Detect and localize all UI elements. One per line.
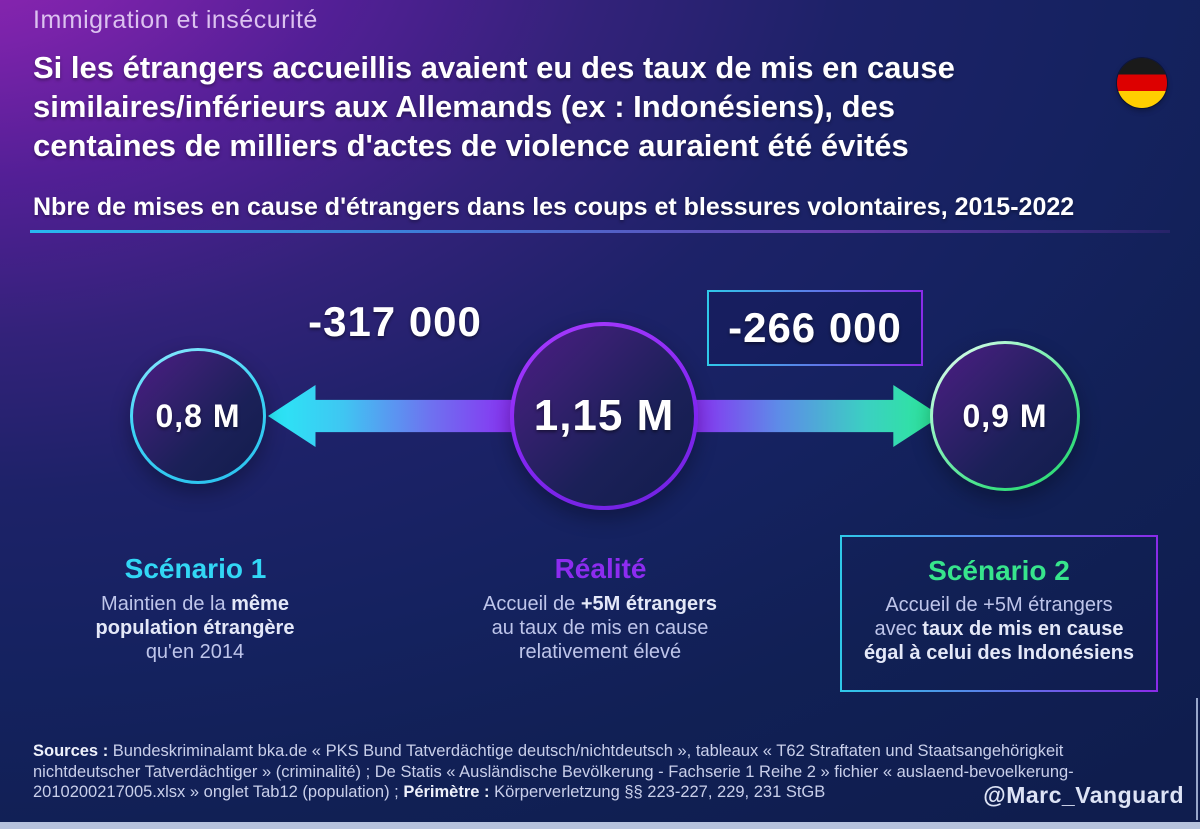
scenario1-title: Scénario 1 — [124, 553, 267, 584]
reality-desc-bold: +5M étrangers — [580, 593, 717, 615]
main-title-line-3: centaines de milliers d'actes de violenc… — [33, 128, 909, 163]
sources-line-3-text: 2010200217005.xlsx » onglet Tab12 (popul… — [33, 783, 404, 801]
scenario1-desc-bold-2: population étrangère — [95, 617, 295, 639]
kicker-label: Immigration et insécurité — [33, 6, 318, 34]
chart-subtitle: Nbre de mises en cause d'étrangers dans … — [33, 193, 1075, 221]
scenario2-desc-bold-2: égal à celui des Indonésiens — [863, 642, 1135, 664]
scenario2-desc-bold: taux de mis en cause — [922, 618, 1124, 640]
scenario1-circle-fill: 0,8 M — [133, 351, 263, 481]
scenario1-desc-text-2: qu'en 2014 — [145, 641, 245, 663]
right-arrow-icon — [690, 385, 941, 447]
scenario2-box: Scénario 2 Accueil de +5M étrangers avec… — [840, 535, 1158, 692]
sources-text: Sources : Bundeskriminalamt bka.de « PKS… — [33, 741, 1074, 803]
reality-circle-fill: 1,15 M — [514, 326, 694, 506]
left-arrow-icon — [268, 385, 518, 447]
reality-desc-text-3: relativement élevé — [518, 641, 682, 663]
subtitle-underline — [30, 230, 1170, 233]
right-edge-line — [1196, 698, 1198, 820]
author-handle: @Marc_Vanguard — [983, 782, 1184, 808]
sources-line-3: 2010200217005.xlsx » onglet Tab12 (popul… — [33, 782, 1074, 803]
left-delta-label: -317 000 — [308, 298, 482, 345]
scenario2-desc-text: Accueil de +5M étrangers — [885, 594, 1113, 616]
reality-desc: Accueil de +5M étrangers au taux de mis … — [440, 592, 760, 664]
main-title-line-1: Si les étrangers accueillis avaient eu d… — [33, 50, 955, 85]
reality-value: 1,15 M — [533, 391, 675, 440]
main-title: Si les étrangers accueillis avaient eu d… — [33, 48, 955, 165]
reality-title: Réalité — [554, 553, 647, 584]
sources-line-3-text-2: Körperverletzung §§ 223-227, 229, 231 St… — [489, 783, 826, 801]
sources-label: Sources : — [33, 742, 109, 760]
reality-circle: 1,15 M — [510, 322, 698, 510]
scenario1-desc-text: Maintien de la — [101, 593, 232, 615]
scenario1-value: 0,8 M — [155, 397, 241, 434]
bottom-strip — [0, 822, 1200, 829]
main-title-line-2: similaires/inférieurs aux Allemands (ex … — [33, 89, 895, 124]
sources-line-1-text: Bundeskriminalamt bka.de « PKS Bund Tatv… — [108, 742, 1064, 760]
scenario2-desc: Accueil de +5M étrangers avec taux de mi… — [842, 593, 1156, 665]
scenario2-desc-text-2: avec — [874, 618, 923, 640]
right-delta-box: -266 000 — [707, 290, 923, 366]
scenario1-desc-bold: même — [231, 593, 289, 615]
scenario2-circle-fill: 0,9 M — [933, 344, 1077, 488]
scenario2-value: 0,9 M — [962, 397, 1048, 434]
reality-desc-text-2: au taux de mis en cause — [491, 617, 709, 639]
german-flag-icon — [1117, 58, 1167, 108]
reality-desc-text: Accueil de — [482, 593, 581, 615]
sources-line-1: Sources : Bundeskriminalamt bka.de « PKS… — [33, 741, 1074, 762]
scenario1-circle: 0,8 M — [130, 348, 266, 484]
scenario2-title: Scénario 2 — [928, 555, 1070, 586]
scenario2-circle: 0,9 M — [930, 341, 1080, 491]
right-delta-label: -266 000 — [728, 304, 902, 351]
perimetre-label: Périmètre : — [403, 783, 490, 801]
scenario1-desc: Maintien de la même population étrangère… — [55, 592, 335, 664]
sources-line-2: nichtdeutscher Tatverdächtiger » (crimin… — [33, 762, 1074, 781]
